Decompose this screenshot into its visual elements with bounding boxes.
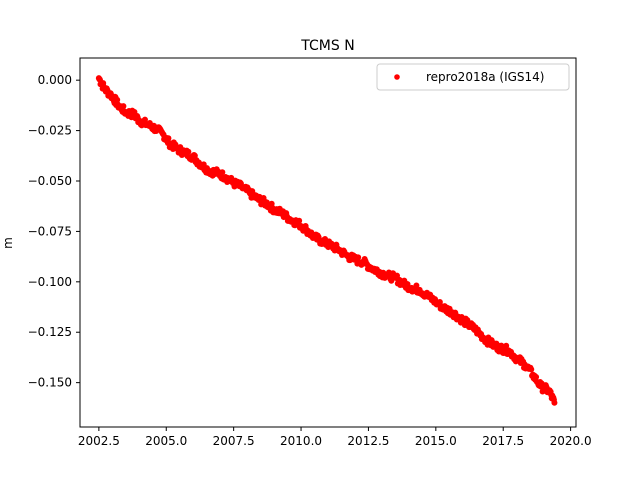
legend-label-repro2018a: repro2018a (IGS14): [426, 70, 544, 84]
legend-box: [376, 63, 570, 91]
data-point: [185, 148, 192, 155]
data-point: [388, 277, 395, 284]
data-point: [296, 217, 303, 224]
x-tick-label: 2005.0: [145, 434, 187, 448]
data-point: [219, 169, 226, 176]
data-point: [503, 342, 510, 349]
legend-marker: [394, 74, 400, 80]
y-axis: 0.000 −0.025 −0.050 −0.075 −0.100 −0.125 −0.15…: [28, 73, 80, 390]
y-axis-label: m: [1, 237, 15, 249]
data-point: [520, 358, 527, 365]
data-point: [165, 135, 172, 142]
x-axis: 2002.5 2005.0 2007.5 2010.0 2012.5 2015.0 2017…: [78, 427, 592, 448]
data-point: [355, 254, 362, 261]
chart-title: TCMS N: [300, 38, 354, 54]
data-point: [533, 374, 540, 381]
y-tick-label: −0.050: [28, 174, 72, 188]
y-tick-label: −0.100: [28, 275, 72, 289]
y-tick-label: −0.125: [28, 325, 72, 339]
data-point: [141, 116, 148, 123]
data-point: [114, 96, 121, 103]
data-points: [95, 75, 558, 406]
x-tick-label: 2017.5: [482, 434, 524, 448]
data-point: [413, 282, 420, 289]
data-point: [528, 366, 535, 373]
legend: repro2018a (IGS14): [376, 63, 570, 91]
x-tick-label: 2007.5: [213, 434, 255, 448]
x-tick-label: 2002.5: [78, 434, 120, 448]
x-tick-label: 2020.0: [550, 434, 592, 448]
x-tick-label: 2012.5: [347, 434, 389, 448]
plot-frame: [79, 57, 577, 428]
data-point: [302, 222, 309, 229]
y-tick-label: −0.075: [28, 224, 72, 238]
y-tick-label: −0.025: [28, 124, 72, 138]
y-tick-label: −0.150: [28, 376, 72, 390]
data-point: [120, 103, 127, 110]
y-tick-label: 0.000: [38, 73, 72, 87]
data-point: [550, 396, 557, 403]
x-tick-label: 2015.0: [415, 434, 457, 448]
data-point: [404, 281, 411, 288]
x-tick-label: 2010.0: [280, 434, 322, 448]
data-point: [464, 317, 471, 324]
